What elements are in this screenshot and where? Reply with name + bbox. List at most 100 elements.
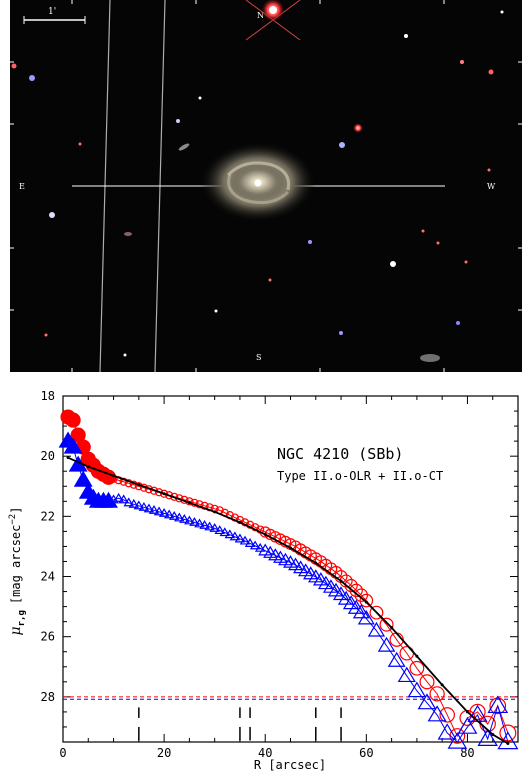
g-band-point: [204, 521, 215, 531]
g-band-point: [254, 542, 266, 552]
r-band-point: [65, 412, 81, 428]
g-band-point: [477, 728, 498, 747]
y-axis-close: ]: [9, 507, 23, 514]
fit-point: [440, 683, 444, 687]
field-stars: [11, 10, 504, 362]
g-band-point: [427, 705, 447, 722]
galaxy-ngc4210: [200, 142, 316, 222]
g-band-point: [189, 516, 200, 526]
g-band-point: [397, 666, 416, 683]
g-band-point: [457, 716, 478, 734]
g-band-point: [234, 533, 246, 543]
fit-point: [137, 483, 141, 487]
r-band-point: [160, 489, 169, 498]
chart-subtitle: Type II.o-OLR + II.o-CT: [277, 469, 443, 483]
fit-point: [263, 532, 267, 536]
y-axis-symbol: μ: [8, 626, 24, 635]
fit-point: [162, 492, 166, 496]
g-band-point: [194, 518, 205, 528]
x-axis-label: R [arcsec]: [254, 758, 326, 771]
y-tick-label: 22: [41, 509, 55, 523]
break-markers: [138, 707, 342, 741]
x-tick-label: 40: [258, 746, 272, 760]
axis-ticks: [62, 395, 519, 743]
fit-point: [213, 510, 217, 514]
r-band-point: [489, 697, 507, 715]
scale-bar-label: 1': [48, 7, 56, 17]
g-band-point: [244, 538, 256, 547]
fit-point: [339, 579, 343, 583]
east-label: E: [19, 182, 25, 191]
g-band-point: [118, 494, 129, 504]
g-band-point: [99, 491, 118, 508]
r-band-point: [379, 617, 394, 632]
g-band-point: [209, 522, 220, 532]
y-axis-exponent: −2: [8, 514, 18, 525]
fit-point: [187, 501, 191, 505]
g-band-point: [199, 519, 210, 529]
north-label: N: [257, 11, 264, 20]
g-band-point: [163, 509, 175, 519]
r-band-point: [409, 660, 425, 676]
x-tick-label: 0: [59, 746, 66, 760]
g-band-point: [407, 681, 427, 698]
g-band-point: [447, 732, 468, 749]
g-band-point: [113, 492, 124, 502]
g-band-point: [158, 507, 170, 517]
fit-point: [289, 546, 292, 550]
x-tick-label: 60: [359, 746, 373, 760]
y-axis-label: μr,g [mag arcsec−2]: [8, 507, 27, 636]
south-label: S: [256, 353, 261, 362]
fit-point: [415, 654, 419, 658]
y-tick-label: 28: [41, 690, 55, 704]
fit-point: [86, 465, 90, 469]
fit-point: [238, 520, 242, 524]
r-band-point: [369, 605, 384, 620]
r-band-point: [429, 686, 445, 702]
g-band-point: [184, 515, 195, 525]
g-band-point: [219, 527, 231, 537]
y-tick-labels: 18 20 22 24 26 28: [41, 389, 55, 704]
r-band-point: [469, 703, 486, 721]
g-band-point: [387, 651, 406, 667]
g-band-point: [63, 437, 83, 454]
g-band-point: [437, 723, 457, 740]
galaxy-image-panel: 1' N E W S: [10, 0, 522, 373]
r-band-point: [119, 477, 128, 486]
g-band-point: [153, 506, 165, 516]
r-band-point: [354, 588, 369, 602]
g-band-point: [73, 470, 93, 487]
y-tick-label: 20: [41, 449, 55, 463]
profile-series: [58, 409, 519, 750]
y-axis-unit: [mag arcsec: [9, 525, 23, 604]
y-tick-label: 18: [41, 389, 55, 403]
fit-point: [465, 710, 469, 714]
g-band-point: [367, 621, 386, 637]
fit-point: [390, 626, 394, 630]
svg-text:μr,g[mag arcsec−2]: μr,g [mag arcsec−2]: [8, 507, 27, 636]
g-band-point: [128, 498, 140, 508]
fit-point: [506, 742, 510, 746]
g-band-point: [357, 610, 375, 625]
g-band-point: [143, 503, 155, 513]
g-band-point: [214, 525, 225, 535]
r-band-point: [419, 674, 435, 690]
x-tick-labels: 0 20 40 60 80: [59, 746, 474, 760]
surface-brightness-profile-chart: 0 20 40 60 80 18 20 22 24 26 28 NGC 4210 (SBb) Ty…: [8, 389, 519, 771]
g-band-point: [174, 512, 185, 522]
fit-point: [112, 474, 116, 478]
g-band-point: [352, 604, 370, 619]
fit-point: [66, 456, 70, 460]
galaxy-image: 1' N E W S: [10, 0, 522, 373]
r-band-point: [200, 501, 209, 510]
g-band-point: [224, 529, 236, 539]
x-tick-label: 20: [157, 746, 171, 760]
x-tick-label: 80: [460, 746, 474, 760]
fit-point: [364, 600, 368, 604]
g-band-point: [487, 695, 509, 714]
r-band-point: [349, 583, 363, 598]
fit-point: [491, 732, 495, 736]
y-tick-label: 24: [41, 570, 55, 584]
edge-ticks: [10, 0, 522, 372]
g-band-point: [123, 497, 134, 507]
